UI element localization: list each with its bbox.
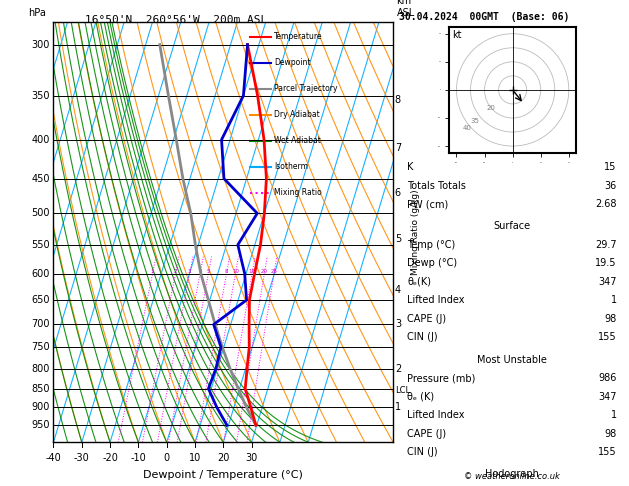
Text: 1: 1 <box>611 295 617 305</box>
Text: 30: 30 <box>245 453 258 463</box>
Text: 800: 800 <box>31 364 50 374</box>
Text: © weatheronline.co.uk: © weatheronline.co.uk <box>464 472 560 481</box>
Text: 29.7: 29.7 <box>595 240 617 250</box>
Text: 347: 347 <box>598 277 617 287</box>
Text: Dewpoint / Temperature (°C): Dewpoint / Temperature (°C) <box>143 469 303 480</box>
Text: 700: 700 <box>31 319 50 330</box>
Text: Temp (°C): Temp (°C) <box>407 240 455 250</box>
Text: 4: 4 <box>198 269 202 274</box>
Text: 98: 98 <box>604 314 617 324</box>
Text: 750: 750 <box>31 342 50 352</box>
Text: kt: kt <box>452 30 462 39</box>
Text: km
ASL: km ASL <box>396 0 415 17</box>
Text: 20: 20 <box>487 105 496 111</box>
Text: 10: 10 <box>189 453 201 463</box>
Text: Dry Adiabat: Dry Adiabat <box>274 110 320 119</box>
Text: 8: 8 <box>225 269 228 274</box>
Text: 5: 5 <box>207 269 210 274</box>
Text: Temperature: Temperature <box>274 32 323 41</box>
Text: 35: 35 <box>470 119 479 124</box>
Text: 350: 350 <box>31 90 50 101</box>
Text: 20: 20 <box>261 269 268 274</box>
Text: 3: 3 <box>395 319 401 330</box>
Text: 3: 3 <box>188 269 191 274</box>
Text: Lifted Index: Lifted Index <box>407 410 465 420</box>
Text: 6: 6 <box>395 188 401 198</box>
Text: Wet Adiabat: Wet Adiabat <box>274 137 321 145</box>
Text: 98: 98 <box>604 429 617 438</box>
Text: 0: 0 <box>164 453 170 463</box>
Text: 8: 8 <box>395 95 401 105</box>
Text: K: K <box>407 162 414 172</box>
Text: -20: -20 <box>102 453 118 463</box>
Text: 347: 347 <box>598 392 617 401</box>
Text: CAPE (J): CAPE (J) <box>407 314 447 324</box>
Text: Pressure (mb): Pressure (mb) <box>407 373 476 383</box>
Text: CAPE (J): CAPE (J) <box>407 429 447 438</box>
Text: 600: 600 <box>31 269 50 278</box>
Text: Most Unstable: Most Unstable <box>477 355 547 364</box>
Text: 950: 950 <box>31 420 50 430</box>
Text: 850: 850 <box>31 383 50 394</box>
Text: Mixing Ratio: Mixing Ratio <box>274 189 322 197</box>
Text: -10: -10 <box>130 453 147 463</box>
Text: -30: -30 <box>74 453 90 463</box>
Text: 986: 986 <box>598 373 617 383</box>
Text: θₑ (K): θₑ (K) <box>407 392 435 401</box>
Text: Hodograph: Hodograph <box>485 469 539 479</box>
Text: 40: 40 <box>463 125 472 131</box>
Text: 2: 2 <box>395 364 401 374</box>
Text: CIN (J): CIN (J) <box>407 447 438 457</box>
Text: 650: 650 <box>31 295 50 305</box>
Text: PW (cm): PW (cm) <box>407 199 448 209</box>
Text: hPa: hPa <box>28 8 46 17</box>
Text: Surface: Surface <box>493 222 531 231</box>
Text: 450: 450 <box>31 174 50 184</box>
Text: Dewpoint: Dewpoint <box>274 58 311 67</box>
Text: 5: 5 <box>395 234 401 244</box>
Text: LCL: LCL <box>395 386 410 395</box>
Text: Parcel Trajectory: Parcel Trajectory <box>274 84 338 93</box>
Text: Totals Totals: Totals Totals <box>407 181 466 191</box>
Text: Dewp (°C): Dewp (°C) <box>407 259 457 268</box>
Text: 300: 300 <box>31 40 50 50</box>
Text: 2: 2 <box>174 269 177 274</box>
Text: 15: 15 <box>248 269 255 274</box>
Text: 1: 1 <box>395 402 401 413</box>
Text: -40: -40 <box>45 453 62 463</box>
Text: 4: 4 <box>395 285 401 295</box>
Text: 30.04.2024  00GMT  (Base: 06): 30.04.2024 00GMT (Base: 06) <box>399 12 570 22</box>
Text: Isotherm: Isotherm <box>274 162 308 172</box>
Text: 400: 400 <box>31 135 50 145</box>
Text: 1: 1 <box>151 269 154 274</box>
Text: Lifted Index: Lifted Index <box>407 295 465 305</box>
Text: 10: 10 <box>232 269 239 274</box>
Text: 155: 155 <box>598 332 617 342</box>
Text: 1: 1 <box>611 410 617 420</box>
Text: 155: 155 <box>598 447 617 457</box>
Text: 500: 500 <box>31 208 50 218</box>
Text: θₑ(K): θₑ(K) <box>407 277 431 287</box>
Text: 15: 15 <box>604 162 617 172</box>
Text: 550: 550 <box>31 240 50 250</box>
Text: 25: 25 <box>270 269 277 274</box>
Text: 900: 900 <box>31 402 50 413</box>
Text: 2.68: 2.68 <box>595 199 617 209</box>
Text: 36: 36 <box>604 181 617 191</box>
Text: CIN (J): CIN (J) <box>407 332 438 342</box>
Text: Mixing Ratio (g/kg): Mixing Ratio (g/kg) <box>411 189 420 275</box>
Text: 7: 7 <box>395 143 401 153</box>
Text: 16°50'N  260°56'W  200m ASL: 16°50'N 260°56'W 200m ASL <box>85 15 267 25</box>
Text: 19.5: 19.5 <box>595 259 617 268</box>
Text: 20: 20 <box>217 453 230 463</box>
